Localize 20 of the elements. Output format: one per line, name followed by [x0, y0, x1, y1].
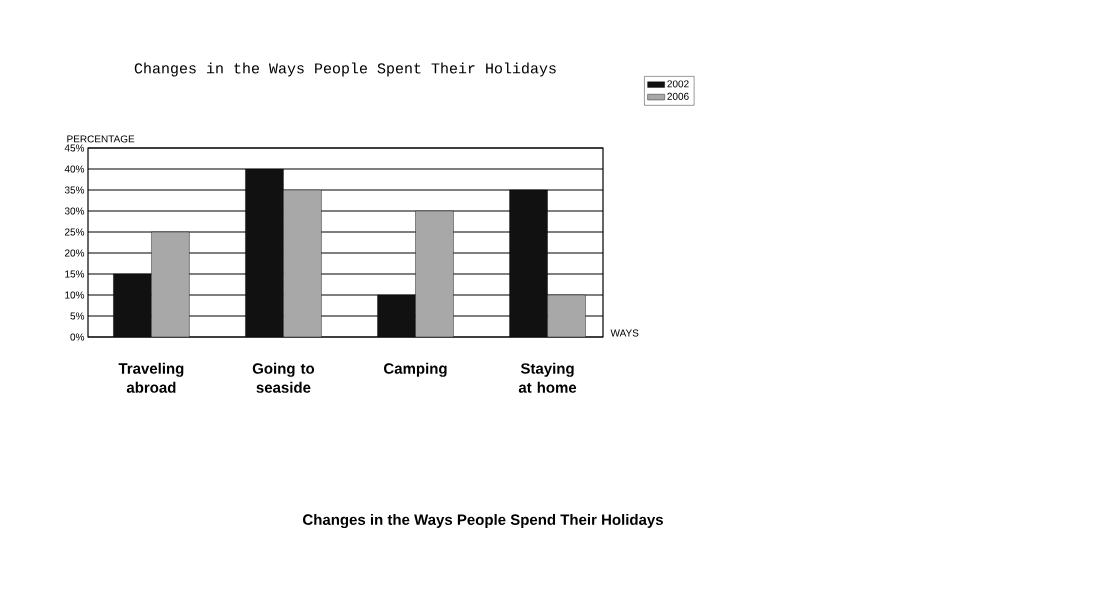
y-tick-label: 0% — [70, 333, 85, 341]
y-tick-label: 45% — [64, 144, 85, 152]
y-tick-label: 35% — [64, 186, 85, 194]
y-tick-label: 25% — [64, 228, 85, 236]
y-axis-title: PERCENTAGE — [67, 135, 135, 143]
y-tick-label: 40% — [64, 165, 85, 173]
chart-title: Changes in the Ways People Spent Their Holidays — [134, 62, 556, 77]
x-tick-label: Staying at home — [518, 362, 577, 393]
x-tick-label: Traveling abroad — [118, 362, 184, 393]
y-tick-label: 5% — [70, 312, 85, 320]
legend-label: 2006 — [667, 92, 689, 100]
y-tick-label: 30% — [64, 207, 85, 215]
legend-label: 2002 — [667, 80, 689, 88]
x-tick-label: Camping — [384, 362, 447, 377]
y-tick-label: 20% — [64, 249, 85, 257]
y-tick-label: 15% — [65, 270, 85, 278]
text: Changes in the Ways People Spend Their Holidays — [303, 513, 663, 529]
x-tick-label: Going to seaside — [252, 362, 315, 393]
x-axis-title: WAYS — [610, 329, 639, 337]
y-tick-label: 10% — [65, 291, 85, 299]
